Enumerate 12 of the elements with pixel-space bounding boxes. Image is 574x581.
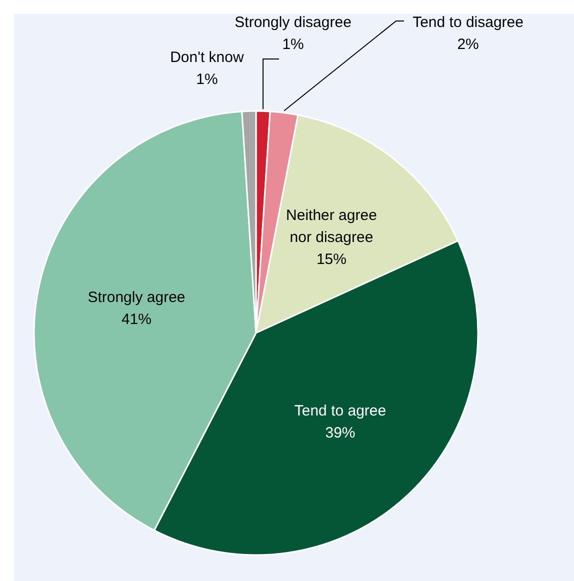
data-label: 41%	[121, 310, 152, 328]
data-label: 39%	[325, 424, 356, 442]
slice-label: Don't know	[170, 49, 244, 66]
slice-label: Strongly disagree	[234, 14, 352, 31]
slice-label: Tend to agree	[294, 402, 386, 420]
slice-label: Neither agree nor disagree	[286, 207, 377, 246]
data-label: 1%	[196, 71, 218, 88]
slice-label: Tend to disagree	[412, 14, 524, 31]
data-label: 2%	[457, 36, 479, 53]
data-label: 1%	[282, 36, 304, 53]
data-label: 15%	[316, 251, 346, 268]
slice-label: Strongly agree	[88, 288, 186, 306]
